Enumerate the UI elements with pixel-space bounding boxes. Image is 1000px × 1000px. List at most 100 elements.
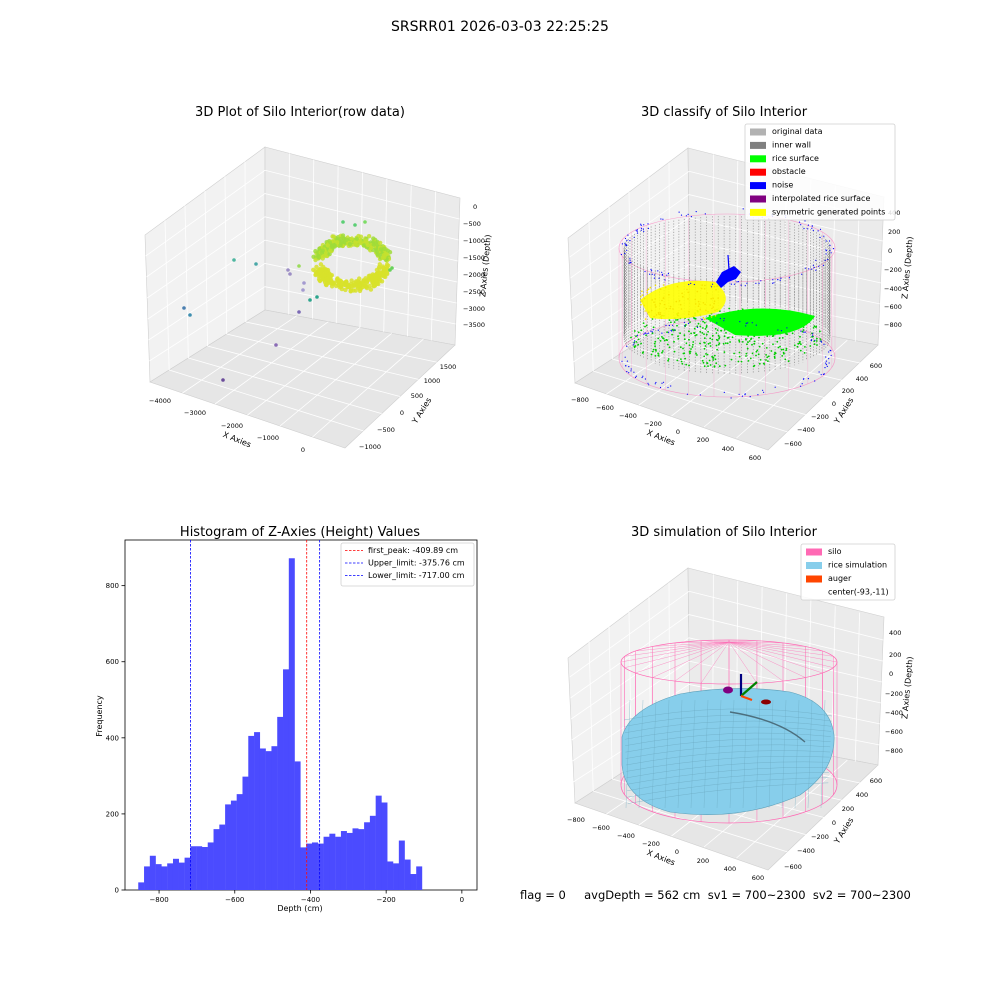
symmetric-point — [680, 308, 683, 310]
noise-point — [640, 227, 643, 229]
rice-surface-point — [720, 329, 722, 332]
raw-point — [314, 264, 319, 270]
noise-point — [626, 371, 628, 373]
panel1-y-tick: −1000 — [359, 443, 381, 451]
rice-surface-point — [750, 338, 752, 341]
rice-surface-point — [715, 332, 718, 334]
y-tick-label: 600 — [106, 658, 119, 666]
symmetric-point — [687, 291, 689, 294]
noise-point — [686, 393, 689, 395]
grid-line — [288, 153, 290, 315]
rice-surface-point — [653, 342, 656, 345]
panel3-vlines — [190, 540, 321, 890]
rice-surface-point — [763, 363, 766, 365]
symmetric-point — [641, 290, 643, 293]
noise-point — [811, 268, 813, 270]
rice-surface-point — [687, 318, 690, 321]
symmetric-point — [701, 284, 703, 286]
legend-swatch — [750, 155, 766, 163]
rice-mesh-line — [794, 699, 800, 809]
raw-outlier-point — [302, 281, 306, 285]
rice-surface-point — [637, 338, 640, 341]
panel3-x-label: Depth (cm) — [277, 904, 322, 913]
panel2-z-ticks: 400 200 0 −200 −400 −600 −800 — [884, 209, 902, 329]
panel1-x-ticks: −4000 −3000 −2000 −1000 0 — [149, 397, 305, 454]
rice-surface-point — [800, 343, 802, 346]
rice-surface-point — [784, 358, 787, 361]
raw-point — [320, 248, 325, 253]
raw-point — [339, 240, 344, 246]
grid-line — [224, 176, 228, 335]
legend-label: symmetric generated points — [772, 207, 885, 216]
raw-outlier-point — [274, 343, 278, 347]
noise-point — [632, 344, 635, 346]
grid-line — [608, 626, 613, 780]
raw-point — [378, 240, 383, 246]
rice-surface-point — [711, 334, 714, 337]
symmetric-point — [669, 305, 672, 308]
rice-surface-point — [634, 345, 637, 347]
histogram-bar — [259, 748, 266, 890]
noise-point — [644, 378, 647, 380]
silo-roof-line — [728, 641, 784, 682]
noise-point — [626, 244, 628, 246]
panel2-z-tick: −600 — [884, 303, 902, 311]
noise-point — [695, 211, 697, 213]
noise-point — [626, 239, 628, 241]
symmetric-point — [661, 299, 663, 302]
symmetric-point — [713, 285, 716, 288]
rice-surface-point — [709, 345, 712, 347]
rice-surface-point — [703, 337, 706, 340]
raw-point — [382, 271, 387, 276]
raw-point — [327, 273, 333, 279]
noise-point — [657, 270, 659, 272]
rice-surface-point — [724, 342, 727, 345]
panel2-legend-frame — [744, 123, 896, 221]
rice-surface-point — [637, 343, 640, 346]
noise-point — [763, 391, 765, 393]
noise-point — [819, 236, 821, 239]
rice-surface-point — [695, 334, 698, 336]
rice-surface-point — [781, 355, 784, 357]
rice-surface-point — [766, 356, 769, 359]
noise-point — [687, 322, 690, 324]
noise-point — [651, 270, 653, 272]
raw-point — [374, 279, 379, 285]
noise-point — [633, 236, 635, 238]
noise-point — [830, 252, 832, 254]
symmetric-point — [687, 298, 689, 300]
silo-roof-line — [700, 641, 730, 684]
noise-point — [673, 329, 676, 331]
noise-point — [772, 279, 774, 281]
noise-point — [624, 242, 626, 244]
rice-surface-point — [815, 340, 818, 342]
symmetric-point — [710, 316, 713, 318]
legend-label: original data — [772, 127, 823, 136]
rice-surface-point — [738, 339, 740, 342]
histogram-bar — [178, 862, 185, 890]
rice-surface-point — [729, 341, 731, 343]
legend-label: center(-93,-11) — [828, 588, 889, 597]
symmetric-point — [692, 315, 694, 318]
symmetric-point — [697, 300, 700, 303]
rice-surface-point — [767, 355, 770, 358]
rice-surface-point — [772, 334, 775, 337]
noise-point — [823, 235, 825, 237]
noise-point — [627, 234, 629, 236]
panel4-y-tick: 0 — [832, 819, 836, 827]
rice-surface-point — [665, 338, 668, 341]
noise-point — [653, 274, 656, 276]
rice-surface-point — [781, 337, 784, 339]
histogram-bar — [265, 751, 272, 890]
rice-mesh-line — [625, 738, 831, 753]
rice-surface-point — [716, 348, 718, 351]
histogram-bar — [387, 861, 394, 890]
panel3-x-ticks: −800 −600 −400 −200 0 — [149, 890, 464, 904]
silo-roof-line — [728, 641, 806, 678]
noise-point — [741, 395, 744, 397]
raw-point — [348, 288, 353, 294]
noise-point — [661, 271, 663, 273]
symmetric-point — [640, 296, 642, 298]
raw-point — [383, 251, 389, 257]
raw-point — [316, 274, 322, 279]
